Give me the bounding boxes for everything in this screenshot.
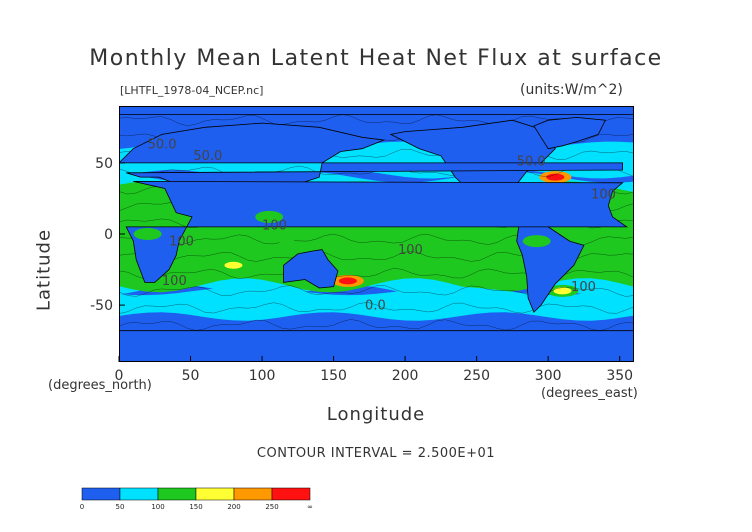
contour-map: 50.0 50.0 100 100 100 100 100 100 50.0 0.0 (119, 106, 634, 362)
contour-labels: 50.0 50.0 100 100 100 100 100 100 50.0 0.0 (148, 138, 616, 314)
chart-title: Monthly Mean Latent Heat Net Flux at sur… (89, 46, 663, 71)
y-tick-label-50: 50 (95, 156, 113, 172)
land-antarctica (119, 330, 634, 362)
colorbar-level-2: 100 (151, 503, 164, 511)
colorbar-swatch-1 (119, 487, 159, 501)
y-tick-label--50: -50 (90, 298, 113, 314)
contour-label-2: 100 (169, 234, 194, 249)
land-arctic (119, 106, 634, 115)
contour-label-8: 50.0 (517, 155, 546, 170)
land-flux-congo (133, 228, 162, 240)
colorbar-swatch-2 (157, 487, 197, 501)
x-tick-label-0: 0 (115, 368, 124, 384)
y-tick-label-0: 0 (104, 227, 113, 243)
contour-label-9: 0.0 (365, 298, 386, 313)
contour-label-0: 50.0 (148, 138, 177, 153)
colorbar-level-0: 0 (80, 503, 84, 511)
colorbar-level-1: 50 (116, 503, 125, 511)
colorbar-swatch-3 (195, 487, 235, 501)
colorbar-level-4: 200 (227, 503, 240, 511)
land-masses (119, 106, 634, 362)
colorbar-level-6: ∞ (307, 503, 313, 511)
contour-label-4: 100 (398, 243, 423, 258)
x-tick-label-350: 350 (606, 368, 633, 384)
contour-interval-note: CONTOUR INTERVAL = 2.500E+01 (256, 446, 496, 461)
colorbar-swatch-4 (233, 487, 273, 501)
file-label: [LHTFL_1978-04_NCEP.nc] (120, 84, 264, 97)
colorbar-swatch-0 (81, 487, 121, 501)
contour-line-11 (119, 302, 634, 314)
x-unit-label: (degrees_east) (541, 386, 638, 401)
land-greenland (533, 116, 607, 150)
contour-label-6: 100 (162, 274, 187, 289)
x-tick-label-300: 300 (535, 368, 562, 384)
hotspot-core-0 (546, 173, 565, 181)
x-tick-label-250: 250 (463, 368, 490, 384)
x-tick-label-200: 200 (392, 368, 419, 384)
x-axis: 0 50 100 150 200 250 300 350 (115, 356, 633, 384)
land-flux-indonesia (269, 230, 298, 243)
land-flux-amazon (522, 235, 551, 248)
contour-line-12 (119, 319, 634, 331)
y-axis: -50 0 50 (90, 156, 125, 314)
hotspot-core-7 (553, 287, 572, 295)
land-australia (283, 249, 339, 289)
contour-label-7: 100 (571, 280, 596, 295)
x-tick-label-50: 50 (182, 368, 200, 384)
x-tick-label-100: 100 (249, 368, 276, 384)
contour-label-1: 50.0 (193, 149, 222, 164)
hotspot-core-1 (338, 277, 357, 285)
land-flux-southeast-asia (255, 210, 284, 223)
colorbar-level-3: 150 (189, 503, 202, 511)
colorbar: 0 50 100 150 200 250 ∞ (80, 487, 313, 511)
band-south-mid (119, 286, 634, 321)
contour-line-0 (119, 114, 634, 127)
units-label: (units:W/m^2) (520, 82, 623, 98)
y-axis-label: Latitude (33, 228, 55, 312)
colorbar-swatch-5 (271, 487, 311, 501)
colorbar-level-5: 250 (265, 503, 278, 511)
x-tick-label-150: 150 (320, 368, 347, 384)
hotspot-core-2 (224, 261, 243, 269)
y-unit-label: (degrees_north) (48, 378, 152, 393)
contour-label-3: 100 (262, 219, 287, 234)
x-axis-label: Longitude (326, 404, 426, 425)
land-africa (125, 181, 629, 283)
contour-label-5: 100 (591, 187, 616, 202)
